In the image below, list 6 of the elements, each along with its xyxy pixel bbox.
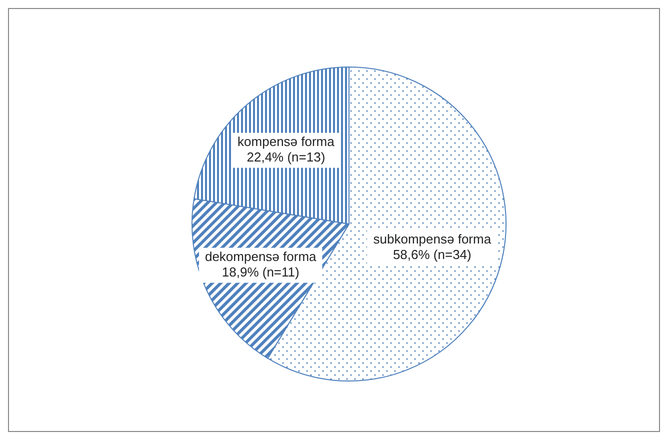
data-label: 58,6% (n=34) [392, 246, 472, 262]
slice-label: kompensə forma [238, 134, 336, 149]
data-label: 22,4% (n=13) [246, 150, 326, 165]
slice-label: dekompensə forma [204, 248, 318, 264]
data-label: 18,9% (n=11) [222, 264, 300, 280]
slice-label: subkompensə forma [373, 231, 492, 246]
